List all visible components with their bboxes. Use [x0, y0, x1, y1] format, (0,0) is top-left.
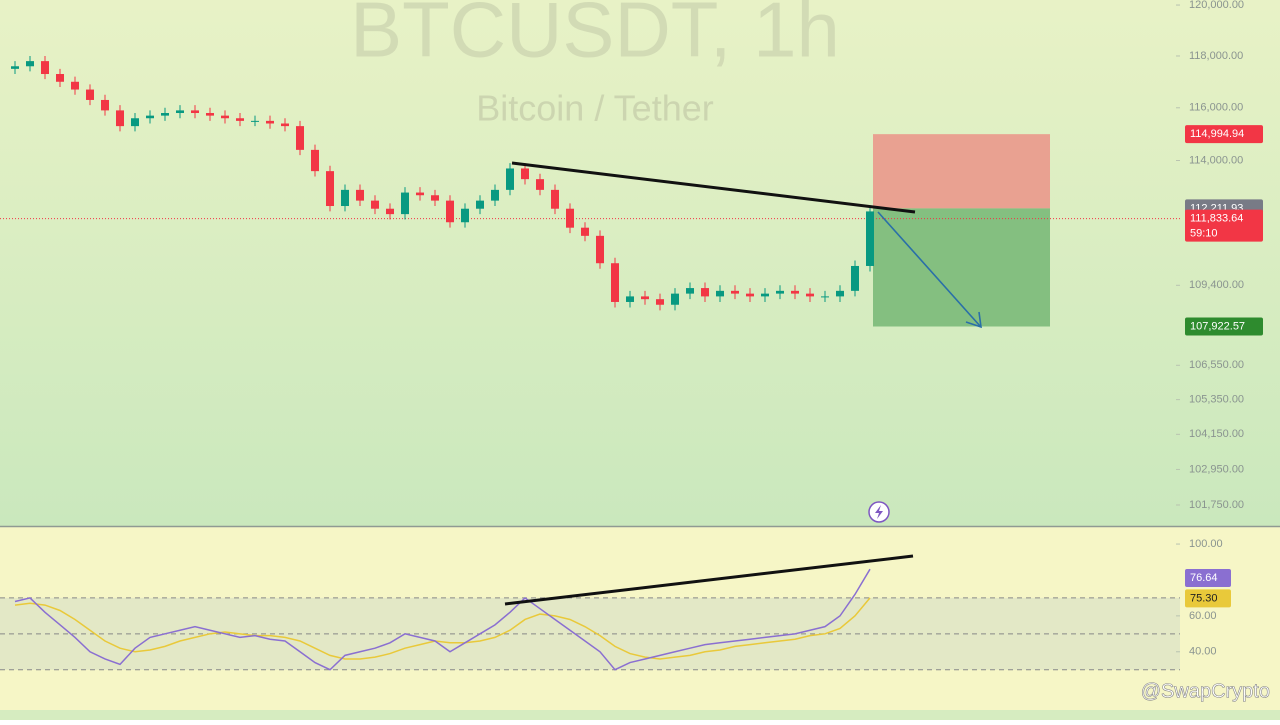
candle-body [836, 290, 844, 297]
candle-body [161, 113, 169, 116]
y-tick-label: 40.00 [1189, 646, 1217, 658]
candle-body [371, 200, 379, 209]
y-tick-label: 60.00 [1189, 610, 1217, 622]
pane-bottom [0, 710, 1280, 720]
candle-body [506, 168, 514, 190]
candle-body [326, 171, 334, 207]
candle-body [176, 110, 184, 114]
price-tag [1185, 209, 1263, 242]
candle-body [866, 211, 874, 266]
arrow-line [877, 211, 981, 327]
price-plot: 120,000.00 118,000.00 116,000.00 114,000.00… [0, 0, 1263, 511]
candle-body [731, 290, 739, 294]
price-pane [0, 0, 1280, 526]
candle-body [536, 179, 544, 190]
rsi-line [14, 568, 871, 671]
candle-body [26, 61, 34, 67]
y-tick-label: 104,150.00 [1189, 428, 1244, 440]
candle-body [431, 195, 439, 201]
candle-body [401, 192, 409, 215]
candle-body [611, 263, 619, 302]
target-zone [873, 208, 1050, 327]
y-tick-label: 102,950.00 [1189, 463, 1244, 475]
y-tick-label: 105,350.00 [1189, 394, 1244, 406]
candle-body [281, 123, 289, 127]
candle-body [236, 118, 244, 121]
y-tick-label: 116,000.00 [1189, 102, 1243, 114]
candle-body [356, 189, 364, 201]
candle-body [461, 208, 469, 223]
candle-body [56, 74, 64, 82]
alert-glyph [875, 505, 883, 519]
watermark-subtitle: Bitcoin / Tether [476, 88, 713, 129]
y-tick-label: 101,750.00 [1189, 499, 1244, 511]
candle-body [581, 227, 589, 236]
rsi-line [14, 597, 871, 660]
candle-body [86, 89, 94, 100]
candle-body [116, 110, 124, 127]
candle-body [596, 235, 604, 264]
candle-body [851, 265, 859, 291]
y-tick-label: 106,550.00 [1189, 359, 1244, 371]
trend-line [511, 161, 916, 214]
candle-body [716, 290, 724, 297]
candle-body [296, 126, 304, 150]
candle-body [551, 189, 559, 209]
candle-body [821, 296, 829, 298]
y-tick-label: 118,000.00 [1189, 50, 1243, 62]
rsi-plot: 100.00 60.00 40.00 76.64 75.30 [0, 538, 1231, 671]
candle-body [776, 290, 784, 294]
countdown: 59:10 [1190, 228, 1218, 240]
value-tag [1185, 589, 1231, 608]
y-tick-label: 109,400.00 [1189, 279, 1244, 291]
candle-body [221, 115, 229, 119]
price-tag-label: 111,833.64 [1190, 213, 1243, 225]
candle-body [671, 293, 679, 305]
price-tag-label: 114,994.94 [1190, 128, 1244, 140]
candle-body [446, 200, 454, 223]
watermark-title: BTCUSDT, 1h [350, 0, 840, 74]
candle-body [566, 208, 574, 228]
watermark: @SwapCrypto [1141, 680, 1270, 702]
rsi-trend-line [504, 554, 914, 606]
y-tick-label: 120,000.00 [1189, 0, 1244, 11]
candle-body [746, 293, 754, 297]
candle-body [626, 296, 634, 302]
candle-body [341, 189, 349, 207]
candle-body [266, 120, 274, 124]
candle-body [206, 113, 214, 116]
stop-zone [873, 134, 1050, 209]
price-tag [1185, 317, 1263, 336]
candle-body [686, 288, 694, 294]
candle-body [491, 189, 499, 201]
candle-body [386, 208, 394, 215]
candle-body [656, 299, 664, 305]
candle-body [416, 192, 424, 196]
candle-body [806, 293, 814, 297]
candle-body [476, 200, 484, 209]
candle-body [131, 118, 139, 127]
candle-body [791, 290, 799, 294]
candle-body [701, 288, 709, 297]
y-tick-label: 100.00 [1189, 538, 1223, 550]
value-tag [1185, 568, 1231, 587]
candle-body [71, 81, 79, 90]
price-tag [1185, 125, 1263, 144]
candle-body [761, 293, 769, 297]
arrow-head [965, 311, 982, 329]
candle-body [641, 296, 649, 300]
candle-body [146, 115, 154, 119]
candle-body [521, 168, 529, 180]
candle-body [41, 61, 49, 75]
candle-body [11, 66, 19, 69]
candle-body [101, 99, 109, 111]
price-tag-label: 107,922.57 [1190, 320, 1245, 332]
candle-body [191, 110, 199, 114]
value-tag-label: 76.64 [1190, 572, 1218, 584]
candle-body [251, 120, 259, 122]
candle-body [311, 149, 319, 172]
value-tag-label: 75.30 [1190, 592, 1218, 604]
y-tick-label: 114,000.00 [1189, 154, 1243, 166]
